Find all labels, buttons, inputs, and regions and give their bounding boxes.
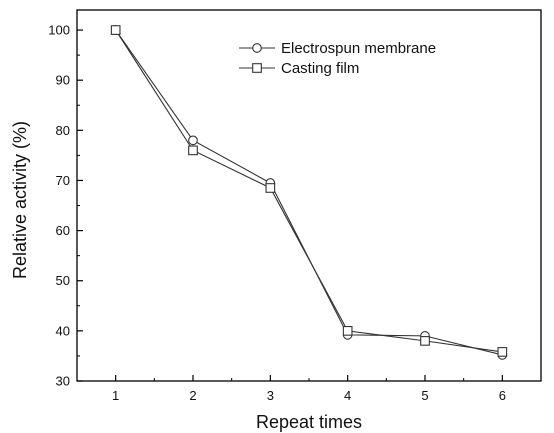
x-tick-label-3: 3 (267, 388, 274, 403)
legend: Electrospun membrane Casting film (239, 40, 436, 77)
x-axis-label: Repeat times (256, 412, 362, 432)
y-tick-label-60: 60 (56, 223, 70, 238)
series-1-point-6 (497, 347, 508, 357)
series-1 (110, 25, 508, 357)
y-tick-label-90: 90 (56, 73, 70, 88)
y-axis-label: Relative activity (%) (10, 121, 30, 279)
y-tick-label-80: 80 (56, 123, 70, 138)
x-axis-ticks: 1 2 3 4 5 6 (112, 375, 506, 403)
x-tick-label-6: 6 (499, 388, 506, 403)
series-1-point-4 (342, 326, 353, 336)
series-1-point-2 (188, 145, 198, 156)
y-tick-label-70: 70 (56, 173, 70, 188)
legend-marker-1 (252, 63, 262, 73)
x-tick-label-5: 5 (421, 388, 428, 403)
legend-label-0: Electrospun membrane (281, 40, 436, 57)
series-1-point-3 (265, 183, 276, 193)
series-1-point-1 (110, 25, 121, 35)
y-tick-label-50: 50 (56, 273, 70, 288)
series-0-line (115, 29, 503, 356)
y-tick-label-40: 40 (56, 323, 70, 338)
y-axis-ticks: 30 40 50 60 70 80 90 100 (48, 23, 83, 389)
legend-marker-0 (252, 43, 262, 53)
series-0-point-2 (188, 135, 198, 146)
y-tick-label-30: 30 (56, 374, 70, 389)
x-tick-label-4: 4 (344, 388, 351, 403)
x-tick-label-2: 2 (189, 388, 196, 403)
series-1-line (115, 29, 503, 353)
legend-label-1: Casting film (281, 60, 359, 77)
y-tick-label-100: 100 (48, 23, 70, 38)
x-tick-label-1: 1 (112, 388, 119, 403)
series-layer (110, 25, 508, 360)
series-1-point-5 (420, 336, 430, 346)
